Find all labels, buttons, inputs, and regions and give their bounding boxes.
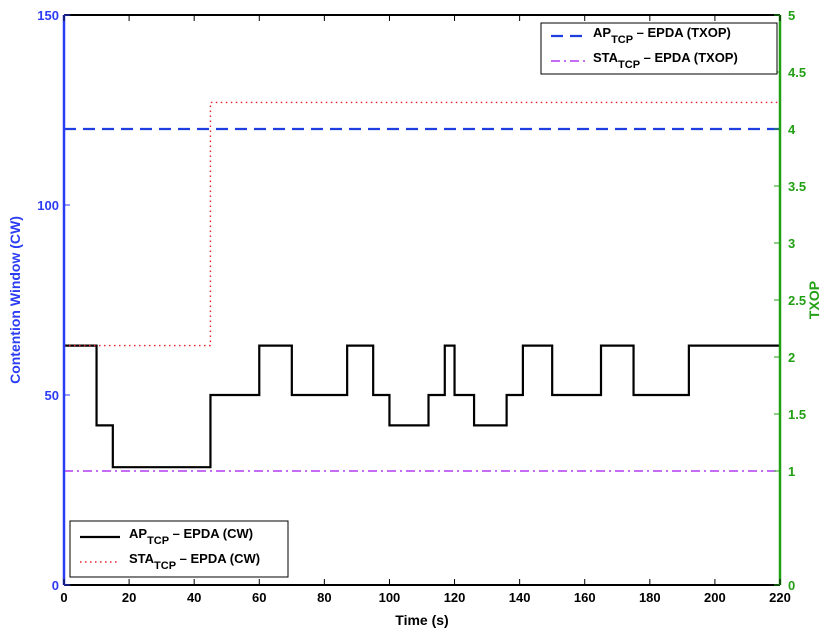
left-axis-title: Contention Window (CW)	[7, 216, 23, 384]
right-tick-label: 3	[788, 236, 795, 251]
right-tick-label: 1	[788, 464, 795, 479]
right-tick-label: 4.5	[788, 65, 806, 80]
right-tick-label: 2.5	[788, 293, 806, 308]
x-tick-label: 100	[379, 590, 401, 605]
x-tick-label: 60	[252, 590, 266, 605]
series-layer	[64, 101, 780, 472]
right-tick-label: 3.5	[788, 179, 806, 194]
left-tick-label: 100	[37, 198, 59, 213]
right-tick-label: 1.5	[788, 407, 806, 422]
left-tick-label: 150	[37, 8, 59, 23]
left-axis-ticks: 0 50 100 150	[37, 8, 70, 593]
right-tick-label: 4	[788, 122, 796, 137]
x-tick-label: 220	[769, 590, 791, 605]
x-tick-label: 200	[704, 590, 726, 605]
legend-cw-sta-label: STATCP – EPDA (CW)	[129, 551, 260, 572]
right-tick-label: 2	[788, 350, 795, 365]
legend-cw: APTCP – EPDA (CW) STATCP – EPDA (CW)	[69, 520, 289, 578]
x-tick-label: 120	[444, 590, 466, 605]
x-tick-label: 80	[317, 590, 331, 605]
plot-background	[64, 15, 780, 585]
legend-txop-box	[540, 22, 778, 75]
x-axis-title: Time (s)	[395, 612, 448, 628]
x-tick-label: 20	[122, 590, 136, 605]
x-tick-label: 140	[509, 590, 531, 605]
right-axis-title: TXOP	[806, 281, 822, 319]
legend-txop-ap-label: APTCP – EPDA (TXOP)	[593, 25, 731, 46]
x-axis-ticks: 0 20 40 60 80 100 120 140 160 180 200 220	[60, 15, 791, 605]
legend-cw-ap-label: APTCP – EPDA (CW)	[129, 526, 253, 547]
x-tick-label: 40	[187, 590, 201, 605]
right-axis-ticks: 0 1 1.5 2 2.5 3 3.5 4 4.5 5	[774, 8, 806, 593]
x-tick-label: 160	[574, 590, 596, 605]
right-tick-label: 0	[788, 578, 795, 593]
legend-txop: APTCP – EPDA (TXOP) STATCP – EPDA (TXOP)	[540, 22, 778, 75]
legend-txop-sta-label: STATCP – EPDA (TXOP)	[593, 50, 738, 71]
x-tick-label: 180	[639, 590, 661, 605]
series-ap-cw-line	[64, 344, 780, 469]
left-tick-label: 50	[45, 388, 59, 403]
legend-cw-box	[69, 520, 289, 578]
right-tick-label: 5	[788, 8, 795, 23]
x-tick-label: 0	[60, 590, 67, 605]
left-tick-label: 0	[52, 578, 59, 593]
